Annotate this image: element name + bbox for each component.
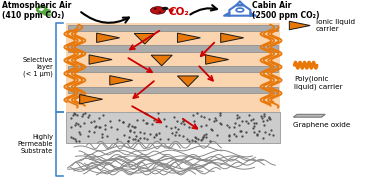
Bar bbox=[66, 23, 280, 112]
Bar bbox=[66, 112, 280, 143]
Bar bbox=[68, 25, 278, 31]
Text: Poly(ionic
liquid) carrier: Poly(ionic liquid) carrier bbox=[294, 76, 343, 90]
Text: Highly
Permeable
Substrate: Highly Permeable Substrate bbox=[18, 134, 53, 154]
Polygon shape bbox=[151, 55, 172, 66]
Bar bbox=[68, 87, 278, 93]
Circle shape bbox=[158, 12, 161, 13]
Text: Cabin Air
(2500 ppm CO₂): Cabin Air (2500 ppm CO₂) bbox=[252, 1, 320, 20]
Polygon shape bbox=[293, 114, 325, 117]
Polygon shape bbox=[290, 21, 310, 30]
Text: Ionic liquid
carrier: Ionic liquid carrier bbox=[316, 19, 355, 32]
Circle shape bbox=[154, 8, 157, 10]
Bar bbox=[68, 66, 278, 72]
Bar bbox=[68, 45, 278, 52]
Polygon shape bbox=[97, 33, 120, 43]
Polygon shape bbox=[80, 94, 103, 104]
Text: Graphene oxide: Graphene oxide bbox=[293, 122, 351, 128]
Text: Selective
layer
(< 1 μm): Selective layer (< 1 μm) bbox=[23, 57, 53, 77]
Polygon shape bbox=[177, 76, 199, 87]
Circle shape bbox=[162, 7, 168, 10]
Polygon shape bbox=[89, 55, 112, 64]
Circle shape bbox=[150, 7, 165, 14]
Polygon shape bbox=[134, 33, 155, 44]
Text: Atmospheric Air
(410 ppm CO₂): Atmospheric Air (410 ppm CO₂) bbox=[2, 1, 71, 20]
Polygon shape bbox=[221, 33, 244, 43]
Polygon shape bbox=[206, 55, 229, 64]
Polygon shape bbox=[110, 76, 133, 85]
Polygon shape bbox=[177, 33, 200, 43]
Text: CO₂: CO₂ bbox=[168, 7, 189, 17]
